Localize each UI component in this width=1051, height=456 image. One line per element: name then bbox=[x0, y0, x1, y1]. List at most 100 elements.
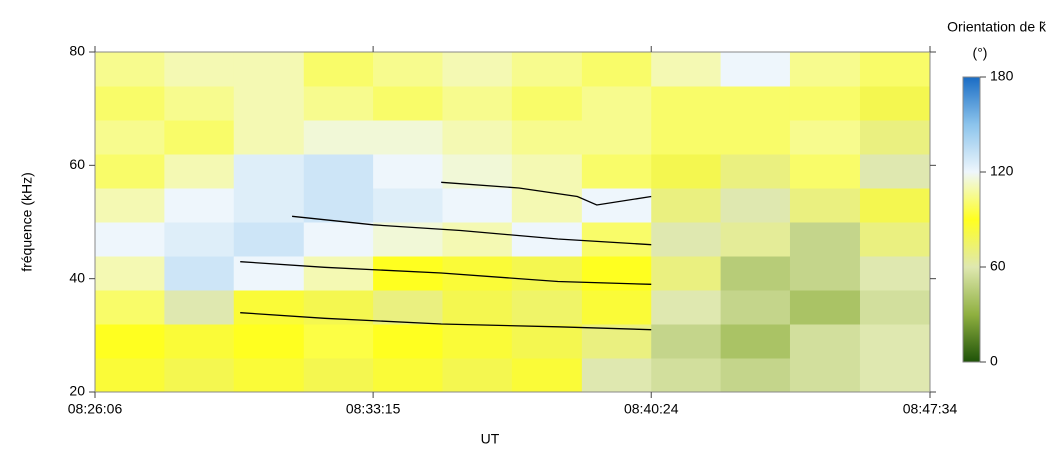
heatmap-cell bbox=[789, 188, 861, 223]
heatmap-cell bbox=[859, 256, 931, 291]
heatmap-cell bbox=[581, 120, 652, 155]
heatmap-cell bbox=[164, 222, 235, 257]
heatmap-cell bbox=[164, 154, 235, 189]
heatmap-cell bbox=[859, 86, 931, 121]
heatmap-cell bbox=[233, 358, 305, 393]
heatmap-cell bbox=[789, 86, 861, 121]
heatmap-cell bbox=[233, 120, 305, 155]
heatmap-cell bbox=[511, 358, 583, 393]
heatmap-cell bbox=[303, 52, 374, 87]
heatmap-cell bbox=[442, 52, 513, 87]
heatmap-cell bbox=[511, 188, 583, 223]
heatmap-cell bbox=[373, 256, 443, 291]
heatmap-cell bbox=[511, 290, 583, 325]
heatmap-cell bbox=[442, 324, 513, 359]
heatmap-cell bbox=[651, 358, 722, 393]
heatmap-cell bbox=[859, 52, 931, 87]
heatmap-cell bbox=[442, 86, 513, 121]
y-tick-label: 60 bbox=[69, 156, 85, 172]
heatmap-cell bbox=[581, 154, 652, 189]
heatmap-cell bbox=[164, 358, 235, 393]
heatmap-cell bbox=[720, 188, 791, 223]
heatmap-cell bbox=[164, 86, 235, 121]
heatmap-cell bbox=[95, 256, 165, 291]
heatmap-cell bbox=[373, 188, 443, 223]
heatmap-cell bbox=[581, 188, 652, 223]
x-tick-label: 08:47:34 bbox=[903, 401, 958, 417]
heatmap-cell bbox=[789, 120, 861, 155]
heatmap-cell bbox=[95, 86, 165, 121]
heatmap-cell bbox=[442, 358, 513, 393]
heatmap-cell bbox=[581, 256, 652, 291]
heatmap-cell bbox=[511, 120, 583, 155]
heatmap-cell bbox=[303, 120, 374, 155]
heatmap-cell bbox=[442, 256, 513, 291]
heatmap-cell bbox=[511, 324, 583, 359]
heatmap-cell bbox=[373, 358, 443, 393]
heatmap-cell bbox=[233, 188, 305, 223]
heatmap-cell bbox=[720, 222, 791, 257]
heatmap-cell bbox=[95, 154, 165, 189]
heatmap-cell bbox=[95, 324, 165, 359]
heatmap-cell bbox=[373, 222, 443, 257]
heatmap-cell bbox=[789, 324, 861, 359]
heatmap-cell bbox=[511, 52, 583, 87]
heatmap-cell bbox=[511, 256, 583, 291]
heatmap-cell bbox=[373, 52, 443, 87]
heatmap-cell bbox=[373, 86, 443, 121]
y-tick-label: 80 bbox=[69, 43, 85, 59]
heatmap-cell bbox=[233, 52, 305, 87]
heatmap-cell bbox=[164, 290, 235, 325]
heatmap-cell bbox=[303, 86, 374, 121]
heatmap-cell bbox=[511, 154, 583, 189]
x-tick-label: 08:40:24 bbox=[624, 401, 679, 417]
heatmap-cell bbox=[651, 154, 722, 189]
heatmap-cell bbox=[511, 86, 583, 121]
trace-line bbox=[441, 181, 652, 206]
heatmap-cell bbox=[651, 52, 722, 87]
x-tick-label: 08:33:15 bbox=[346, 401, 401, 417]
heatmap-cell bbox=[373, 120, 443, 155]
heatmap-cell bbox=[164, 256, 235, 291]
heatmap-cell bbox=[303, 256, 374, 291]
heatmap-cell bbox=[720, 324, 791, 359]
heatmap-cell bbox=[859, 120, 931, 155]
heatmap-cell bbox=[651, 188, 722, 223]
heatmap-cell bbox=[720, 290, 791, 325]
heatmap-cell bbox=[720, 120, 791, 155]
y-tick-label: 20 bbox=[69, 383, 85, 399]
heatmap-cell bbox=[95, 358, 165, 393]
heatmap-cell bbox=[373, 154, 443, 189]
heatmap-cell bbox=[720, 358, 791, 393]
heatmap-cell bbox=[164, 324, 235, 359]
heatmap-cell bbox=[164, 120, 235, 155]
heatmap-cell bbox=[303, 222, 374, 257]
heatmap-cell bbox=[373, 290, 443, 325]
heatmap-cell bbox=[859, 358, 931, 393]
heatmap-cell bbox=[303, 188, 374, 223]
heatmap-cell bbox=[442, 290, 513, 325]
y-axis-label: fréquence (kHz) bbox=[19, 172, 35, 272]
heatmap-cell bbox=[95, 52, 165, 87]
heatmap-cell bbox=[859, 154, 931, 189]
heatmap-cell bbox=[303, 324, 374, 359]
heatmap-cell bbox=[233, 86, 305, 121]
heatmap-cell bbox=[651, 324, 722, 359]
heatmap-cell bbox=[442, 188, 513, 223]
colorbar-tick-label: 180 bbox=[990, 68, 1014, 84]
x-tick-label: 08:26:06 bbox=[68, 401, 123, 417]
colorbar-tick-label: 0 bbox=[990, 353, 998, 369]
colorbar bbox=[962, 76, 981, 363]
heatmap-cell bbox=[789, 290, 861, 325]
heatmap-cell bbox=[859, 188, 931, 223]
heatmap-cell bbox=[233, 154, 305, 189]
heatmap-cell bbox=[95, 188, 165, 223]
heatmap-cell bbox=[581, 52, 652, 87]
heatmap-cell bbox=[233, 324, 305, 359]
heatmap-cell bbox=[581, 290, 652, 325]
heatmap-cell bbox=[303, 154, 374, 189]
heatmap-cell bbox=[581, 86, 652, 121]
trace-line bbox=[292, 215, 652, 246]
heatmap-cell bbox=[164, 188, 235, 223]
